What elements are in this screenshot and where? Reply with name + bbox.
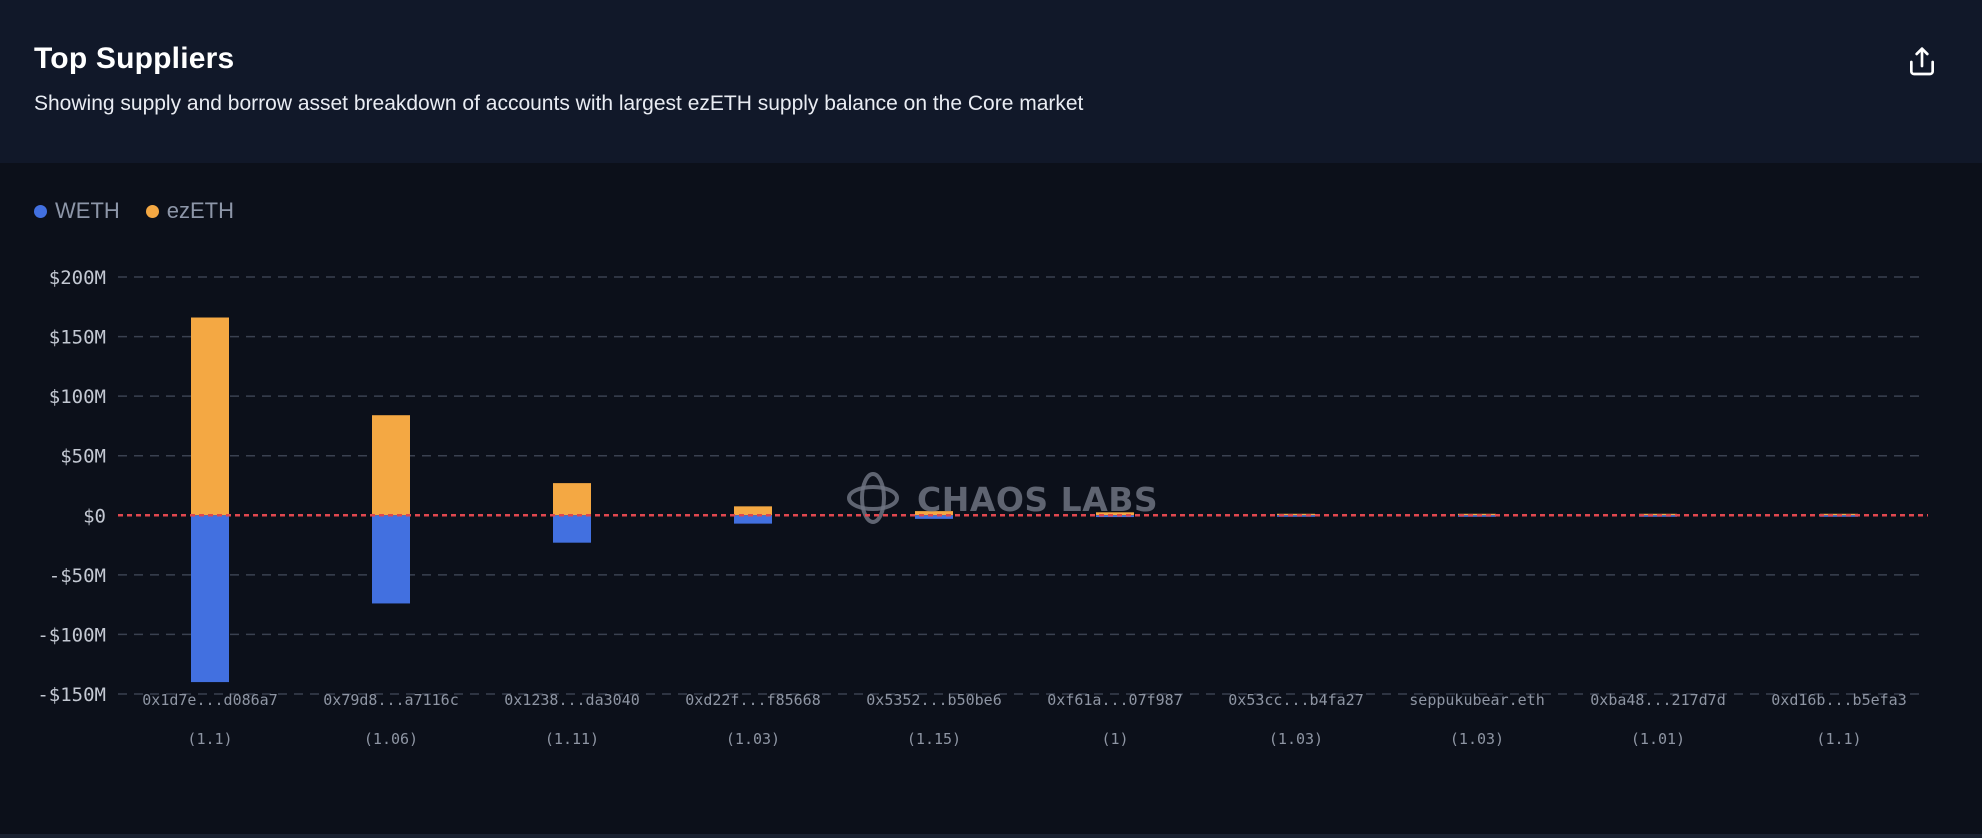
x-tick-sublabel: (1.1): [1816, 730, 1861, 748]
legend-item-ezeth[interactable]: ezETH: [145, 198, 235, 224]
x-tick-sublabel: (1.03): [726, 730, 780, 748]
bar-ezeth[interactable]: [1277, 513, 1315, 516]
legend-dot-ezeth: [145, 204, 159, 218]
x-tick-sublabel: (1.03): [1450, 730, 1504, 748]
bar-weth[interactable]: [372, 515, 410, 604]
y-axis-ticks: $200M $150M $100M $50M $0 -$50M -$100M -$150M: [37, 267, 106, 706]
bar-weth[interactable]: [191, 515, 229, 683]
watermark: CHAOS LABS: [847, 472, 1158, 524]
chaos-labs-logo-icon: [847, 472, 899, 524]
bar-weth[interactable]: [1096, 515, 1134, 518]
y-tick-label: $0: [83, 505, 106, 527]
x-tick-sublabel: (1): [1101, 730, 1128, 748]
watermark-text: CHAOS LABS: [917, 480, 1158, 519]
bar-weth[interactable]: [734, 515, 772, 524]
x-tick-label: 0x5352...b50be6: [866, 691, 1001, 709]
x-tick-sublabel: (1.15): [907, 730, 961, 748]
y-tick-label: -$50M: [49, 565, 106, 587]
x-tick-label: 0xd16b...b5efa3: [1771, 691, 1906, 709]
x-tick-label: 0x79d8...a7116c: [323, 691, 458, 709]
x-tick-label: 0x1d7e...d086a7: [142, 691, 277, 709]
bar-ezeth[interactable]: [1096, 512, 1134, 516]
bar-ezeth[interactable]: [915, 511, 953, 516]
legend-dot-weth: [34, 204, 47, 218]
legend-label-ezeth: ezETH: [166, 198, 235, 223]
footer-divider: [0, 834, 1982, 838]
bar-ezeth[interactable]: [553, 483, 591, 516]
x-tick-label: 0xba48...217d7d: [1590, 691, 1725, 709]
x-tick-label: seppukubear.eth: [1409, 691, 1544, 709]
y-tick-label: -$100M: [37, 624, 106, 646]
y-tick-label: $100M: [49, 386, 106, 408]
x-tick-sublabel: (1.06): [364, 730, 418, 748]
bar-ezeth[interactable]: [734, 506, 772, 516]
bar-weth[interactable]: [1277, 515, 1315, 517]
chart-legend: WETH ezETH: [34, 198, 234, 224]
page-title: Top Suppliers: [34, 42, 235, 75]
y-tick-label: -$150M: [37, 684, 106, 706]
legend-label-weth: WETH: [55, 198, 120, 223]
grid-lines: [118, 276, 1920, 695]
bar-weth[interactable]: [553, 515, 591, 543]
y-tick-label: $200M: [49, 267, 106, 289]
x-tick-label: 0xf61a...07f987: [1047, 691, 1182, 709]
bar-ezeth[interactable]: [191, 317, 229, 516]
legend-item-weth[interactable]: WETH: [34, 198, 120, 224]
x-tick-label: 0xd22f...f85668: [685, 691, 820, 709]
page-subtitle: Showing supply and borrow asset breakdow…: [34, 92, 1084, 115]
x-tick-label: 0x1238...da3040: [504, 691, 639, 709]
x-tick-sublabel: (1.11): [545, 730, 599, 748]
y-tick-label: $50M: [60, 446, 106, 468]
bar-ezeth[interactable]: [372, 415, 410, 516]
x-tick-sublabel: (1.1): [187, 730, 232, 748]
export-button[interactable]: [1904, 44, 1940, 80]
bars: [191, 317, 1858, 683]
x-tick-label: 0x53cc...b4fa27: [1228, 691, 1363, 709]
x-tick-sublabel: (1.01): [1631, 730, 1685, 748]
chart-header: Top Suppliers Showing supply and borrow …: [0, 0, 1982, 163]
y-tick-label: $150M: [49, 327, 106, 349]
bar-weth[interactable]: [915, 515, 953, 519]
share-upload-icon: [1910, 47, 1934, 76]
x-axis-labels: 0x1d7e...d086a7 (1.1) 0x79d8...a7116c (1.06…: [142, 691, 1906, 748]
x-tick-sublabel: (1.03): [1269, 730, 1323, 748]
